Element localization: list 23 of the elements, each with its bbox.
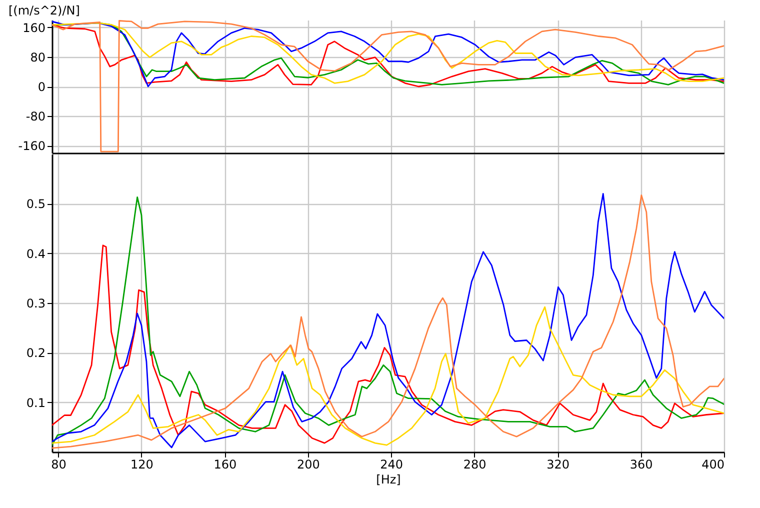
line-series [52, 244, 724, 444]
y-tick-label: 0.3 [26, 296, 46, 310]
x-tick-label: 200 [296, 458, 320, 472]
x-tick-label: 400 [702, 458, 724, 472]
y-tick-label: 160 [22, 20, 46, 35]
x-axis-title: [Hz] [376, 472, 401, 486]
line-series [52, 306, 724, 446]
x-tick-label: 80 [51, 458, 66, 472]
y-tick-label: -160 [18, 139, 46, 154]
y-tick-label: -80 [26, 110, 46, 124]
x-tick-label: 320 [546, 458, 570, 472]
x-tick-label: 280 [463, 458, 486, 472]
y-tick-label: 0 [38, 80, 46, 94]
y-tick-label: 0.4 [26, 246, 46, 261]
y-tick-label: 0.1 [26, 396, 46, 410]
x-tick-label: 240 [380, 458, 404, 472]
y-tick-label: 80 [30, 50, 46, 64]
y-tick-label: 0.5 [26, 197, 46, 212]
x-tick-label: 360 [630, 458, 653, 472]
x-tick-label: 120 [130, 458, 154, 472]
y-tick-label: 0.2 [26, 346, 46, 360]
x-tick-label: 160 [214, 458, 237, 472]
y-axis-title: [(m/s^2)/N] [8, 4, 80, 18]
